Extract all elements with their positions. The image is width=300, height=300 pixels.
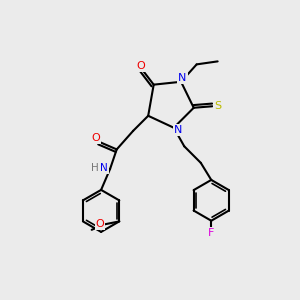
Text: N: N [174,125,182,135]
Text: O: O [96,219,104,229]
Text: H: H [91,163,98,173]
Text: N: N [100,163,107,173]
Text: N: N [178,73,187,83]
Text: F: F [208,228,214,238]
Text: S: S [214,101,221,111]
Text: O: O [137,61,146,71]
Text: NH: NH [93,163,108,173]
Text: O: O [91,133,100,143]
